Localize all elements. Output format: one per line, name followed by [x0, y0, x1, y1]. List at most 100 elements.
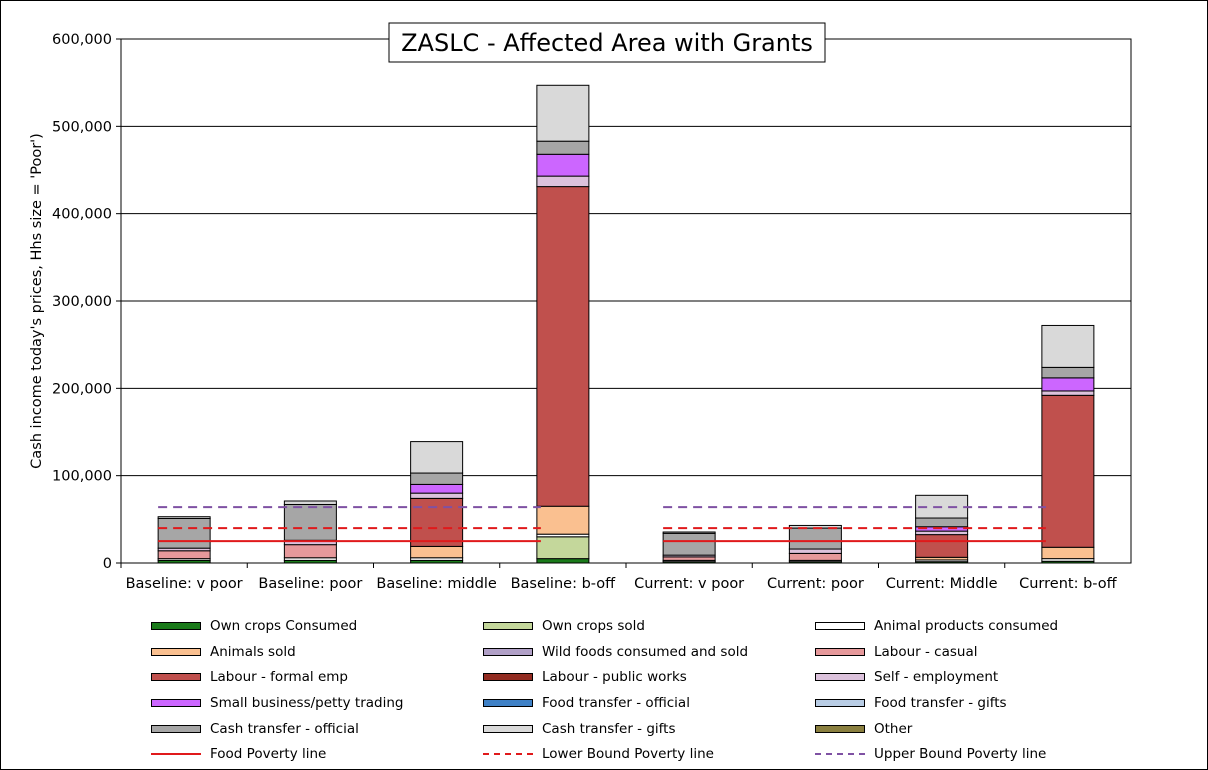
- legend-item: Small business/petty trading: [151, 692, 483, 715]
- legend-label: Lower Bound Poverty line: [542, 746, 714, 763]
- chart-title-box: ZASLC - Affected Area with Grants: [388, 22, 826, 63]
- bar-stack: [157, 516, 211, 564]
- legend-swatch: [151, 699, 201, 708]
- legend-label: Own crops sold: [542, 618, 645, 635]
- legend-swatch: [151, 724, 201, 733]
- bar-segment: [410, 483, 464, 494]
- bar-segment: [1041, 546, 1095, 560]
- chart-title: ZASLC - Affected Area with Grants: [401, 29, 813, 57]
- legend-swatch: [483, 673, 533, 682]
- legend-label: Labour - casual: [874, 643, 978, 660]
- legend-item: Upper Bound Poverty line: [815, 743, 1155, 766]
- legend-label: Wild foods consumed and sold: [542, 643, 749, 660]
- bar-stack: [283, 500, 337, 564]
- legend-item: Labour - casual: [815, 641, 1155, 664]
- legend-label: Food transfer - official: [542, 695, 690, 712]
- bar-segment: [536, 175, 590, 188]
- bar-stack: [1041, 324, 1095, 564]
- bar-segment: [662, 532, 716, 556]
- x-tick-label: Baseline: b-off: [511, 576, 617, 592]
- legend-label: Animals sold: [210, 643, 296, 660]
- x-tick-label: Baseline: v poor: [126, 576, 243, 592]
- bar-segment: [1041, 366, 1095, 379]
- stacked-bar-chart: 0 100,000 200,000 300,000 400,000 500,000 600,…: [29, 22, 1132, 592]
- bar-stack: [788, 524, 842, 564]
- legend-swatch: [483, 622, 533, 631]
- y-tick-label: 200,000: [52, 381, 112, 397]
- legend-item: Cash transfer - gifts: [483, 717, 815, 740]
- bar-segment: [536, 536, 590, 560]
- legend-item: Self - employment: [815, 666, 1155, 689]
- legend-item: Lower Bound Poverty line: [483, 743, 815, 766]
- legend-swatch: [483, 724, 533, 733]
- legend-swatch: [815, 724, 865, 733]
- legend-label: Food transfer - gifts: [874, 695, 1007, 712]
- bar-segment: [157, 516, 211, 519]
- bar-segment: [536, 505, 590, 535]
- bar-segment: [410, 472, 464, 485]
- bar-segment: [536, 186, 590, 507]
- legend-item: Labour - public works: [483, 666, 815, 689]
- legend-label: Small business/petty trading: [210, 695, 404, 712]
- legend-swatch: [483, 753, 533, 756]
- y-tick-label: 100,000: [52, 469, 112, 485]
- legend-swatch: [815, 647, 865, 656]
- legend-label: Food Poverty line: [210, 746, 327, 763]
- legend-label: Labour - formal emp: [210, 669, 348, 686]
- bar-segment: [410, 497, 464, 547]
- legend-label: Cash transfer - gifts: [542, 720, 676, 737]
- x-tick-label: Current: poor: [767, 576, 864, 592]
- bar-segment: [662, 531, 716, 534]
- legend-swatch: [483, 647, 533, 656]
- bar-segment: [915, 534, 969, 558]
- legend-label: Upper Bound Poverty line: [874, 746, 1047, 763]
- bar-stack: [410, 441, 464, 564]
- x-tick-label: Current: v poor: [634, 576, 744, 592]
- y-tick-label: 600,000: [52, 32, 112, 48]
- y-tick-label: 400,000: [52, 207, 112, 223]
- bar-segment: [157, 517, 211, 549]
- legend-label: Animal products consumed: [874, 618, 1059, 635]
- legend-item: Cash transfer - official: [151, 717, 483, 740]
- bar-segment: [283, 503, 337, 541]
- legend-item: Labour - formal emp: [151, 666, 483, 689]
- legend-item: Wild foods consumed and sold: [483, 641, 815, 664]
- bar-segment: [536, 558, 590, 564]
- bar-stack: [536, 84, 590, 564]
- y-tick-label: 500,000: [52, 119, 112, 135]
- x-tick-label: Current: b-off: [1019, 576, 1118, 592]
- legend-swatch: [151, 647, 201, 656]
- bar-segment: [662, 556, 716, 561]
- bar-segment: [536, 84, 590, 142]
- x-tick-label: Baseline: poor: [258, 576, 362, 592]
- bar-segment: [283, 500, 337, 505]
- bar-segment: [410, 441, 464, 474]
- x-tick-label: Baseline: middle: [376, 576, 497, 592]
- legend-swatch: [815, 699, 865, 708]
- legend-label: Labour - public works: [542, 669, 687, 686]
- legend-swatch: [151, 622, 201, 631]
- legend-label: Other: [874, 720, 913, 737]
- y-axis-label: Cash income today's prices, Hhs size = '…: [29, 133, 45, 469]
- bar-segment: [410, 492, 464, 499]
- bar-segment: [915, 530, 969, 536]
- legend-item: Food transfer - official: [483, 692, 815, 715]
- y-tick-label: 300,000: [52, 294, 112, 310]
- legend-item: Animals sold: [151, 641, 483, 664]
- bar-segment: [1041, 394, 1095, 548]
- legend-label: Own crops Consumed: [210, 618, 358, 635]
- bar-segment: [536, 153, 590, 177]
- legend-swatch: [151, 673, 201, 682]
- bar-segment: [410, 545, 464, 559]
- legend-item: Food transfer - gifts: [815, 692, 1155, 715]
- legend-item: Animal products consumed: [815, 615, 1155, 638]
- legend-label: Self - employment: [874, 669, 999, 686]
- legend-swatch: [151, 753, 201, 756]
- legend-swatch: [815, 622, 865, 631]
- legend-swatch: [483, 699, 533, 708]
- bar-segment: [788, 548, 842, 554]
- legend-item: Own crops Consumed: [151, 615, 483, 638]
- bar-segment: [283, 544, 337, 559]
- bar-stack: [662, 531, 716, 564]
